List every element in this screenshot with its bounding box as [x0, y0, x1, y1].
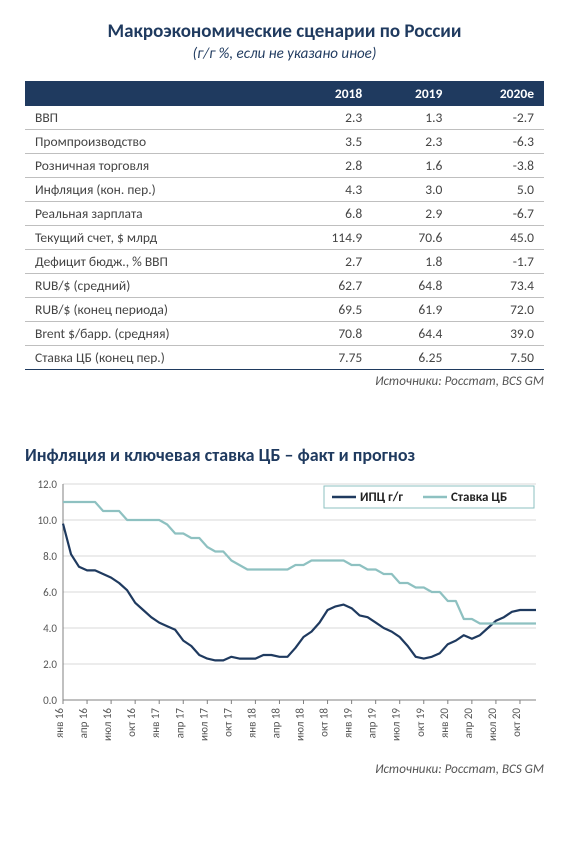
svg-text:июл 17: июл 17 [197, 708, 210, 741]
table-row: Розничная торговля2.81.6-3.8 [25, 154, 544, 178]
table-cell: -6.3 [452, 130, 544, 154]
table-header-cell: 2018 [286, 81, 372, 106]
table-cell: 39.0 [452, 322, 544, 346]
table-cell: -3.8 [452, 154, 544, 178]
svg-text:янв 20: янв 20 [438, 708, 451, 738]
table-row: Ставка ЦБ (конец пер.)7.756.257.50 [25, 346, 544, 370]
table-cell: Розничная торговля [25, 154, 286, 178]
table-cell: 2.3 [286, 106, 372, 130]
table-cell: 2.3 [372, 130, 452, 154]
svg-text:окт 18: окт 18 [318, 708, 331, 737]
chart-source: Источники: Росстат, BCS GM [25, 762, 544, 777]
table-cell: 61.9 [372, 298, 452, 322]
table-cell: -1.7 [452, 250, 544, 274]
svg-text:апр 17: апр 17 [173, 708, 186, 739]
svg-text:10.0: 10.0 [37, 514, 57, 527]
table-cell: 1.6 [372, 154, 452, 178]
page-title: Макроэкономические сценарии по России [25, 20, 544, 43]
svg-text:июл 19: июл 19 [390, 708, 403, 741]
table-cell: 7.50 [452, 346, 544, 370]
svg-text:окт 19: окт 19 [414, 708, 427, 737]
table-cell: 70.8 [286, 322, 372, 346]
table-row: RUB/$ (конец периода)69.561.972.0 [25, 298, 544, 322]
svg-text:янв 17: янв 17 [149, 708, 162, 738]
table-row: Промпроизводство3.52.3-6.3 [25, 130, 544, 154]
table-row: Инфляция (кон. пер.)4.33.05.0 [25, 178, 544, 202]
svg-text:0.0: 0.0 [43, 694, 57, 707]
svg-text:апр 16: апр 16 [77, 708, 90, 739]
table-cell: 73.4 [452, 274, 544, 298]
table-row: Текущий счет, $ млрд114.970.645.0 [25, 226, 544, 250]
table-header-cell: 2020e [452, 81, 544, 106]
table-cell: Инфляция (кон. пер.) [25, 178, 286, 202]
table-row: ВВП2.31.3-2.7 [25, 106, 544, 130]
table-cell: 6.8 [286, 202, 372, 226]
table-header-cell: 2019 [372, 81, 452, 106]
table-cell: ВВП [25, 106, 286, 130]
svg-text:6.0: 6.0 [43, 586, 57, 599]
svg-text:ИПЦ г/г: ИПЦ г/г [360, 490, 403, 505]
svg-text:апр 20: апр 20 [462, 708, 475, 739]
table-cell: 2.9 [372, 202, 452, 226]
chart-title: Инфляция и ключевая ставка ЦБ – факт и п… [25, 444, 544, 466]
svg-text:апр 18: апр 18 [269, 708, 282, 739]
table-row: Brent $/барр. (средняя)70.864.439.0 [25, 322, 544, 346]
table-cell: Дефицит бюдж., % ВВП [25, 250, 286, 274]
table-cell: -2.7 [452, 106, 544, 130]
table-cell: 2.8 [286, 154, 372, 178]
table-row: Дефицит бюдж., % ВВП2.71.8-1.7 [25, 250, 544, 274]
svg-text:янв 19: янв 19 [342, 708, 355, 738]
table-header-cell [25, 81, 286, 106]
svg-text:12.0: 12.0 [37, 478, 57, 491]
svg-text:июл 18: июл 18 [294, 708, 307, 741]
svg-text:янв 18: янв 18 [245, 708, 258, 738]
svg-text:окт 17: окт 17 [221, 708, 234, 737]
svg-text:июл 20: июл 20 [486, 708, 499, 741]
table-cell: 1.8 [372, 250, 452, 274]
table-cell: 5.0 [452, 178, 544, 202]
table-row: RUB/$ (средний)62.764.873.4 [25, 274, 544, 298]
svg-text:окт 20: окт 20 [510, 708, 523, 737]
table-cell: 3.0 [372, 178, 452, 202]
table-cell: -6.7 [452, 202, 544, 226]
table-cell: Промпроизводство [25, 130, 286, 154]
svg-text:янв 16: янв 16 [53, 708, 66, 738]
table-cell: 72.0 [452, 298, 544, 322]
table-cell: 3.5 [286, 130, 372, 154]
table-cell: 70.6 [372, 226, 452, 250]
table-source: Источники: Росстат, BCS GM [25, 374, 544, 389]
table-cell: 2.7 [286, 250, 372, 274]
table-cell: Текущий счет, $ млрд [25, 226, 286, 250]
svg-text:8.0: 8.0 [43, 550, 57, 563]
svg-text:2.0: 2.0 [43, 658, 57, 671]
table-cell: Реальная зарплата [25, 202, 286, 226]
table-cell: 6.25 [372, 346, 452, 370]
table-cell: 4.3 [286, 178, 372, 202]
table-cell: 45.0 [452, 226, 544, 250]
svg-text:Ставка ЦБ: Ставка ЦБ [451, 490, 507, 505]
table-cell: 114.9 [286, 226, 372, 250]
table-cell: 69.5 [286, 298, 372, 322]
table-cell: 62.7 [286, 274, 372, 298]
table-cell: Brent $/барр. (средняя) [25, 322, 286, 346]
line-chart: 0.0 2.0 4.0 6.0 8.0 10.0 12.0 янв 16 апр 16 июл 1… [25, 478, 544, 758]
svg-text:апр 19: апр 19 [366, 708, 379, 739]
svg-text:июл 16: июл 16 [101, 708, 114, 741]
table-cell: 64.4 [372, 322, 452, 346]
svg-text:окт 16: окт 16 [125, 708, 138, 737]
table-cell: 64.8 [372, 274, 452, 298]
table-row: Реальная зарплата6.82.9-6.7 [25, 202, 544, 226]
macro-table: 201820192020e ВВП2.31.3-2.7Промпроизводс… [25, 81, 544, 370]
table-cell: 1.3 [372, 106, 452, 130]
table-cell: 7.75 [286, 346, 372, 370]
page-subtitle: (г/г %, если не указано иное) [25, 45, 544, 63]
svg-text:4.0: 4.0 [43, 622, 57, 635]
table-cell: RUB/$ (средний) [25, 274, 286, 298]
table-cell: RUB/$ (конец периода) [25, 298, 286, 322]
table-cell: Ставка ЦБ (конец пер.) [25, 346, 286, 370]
